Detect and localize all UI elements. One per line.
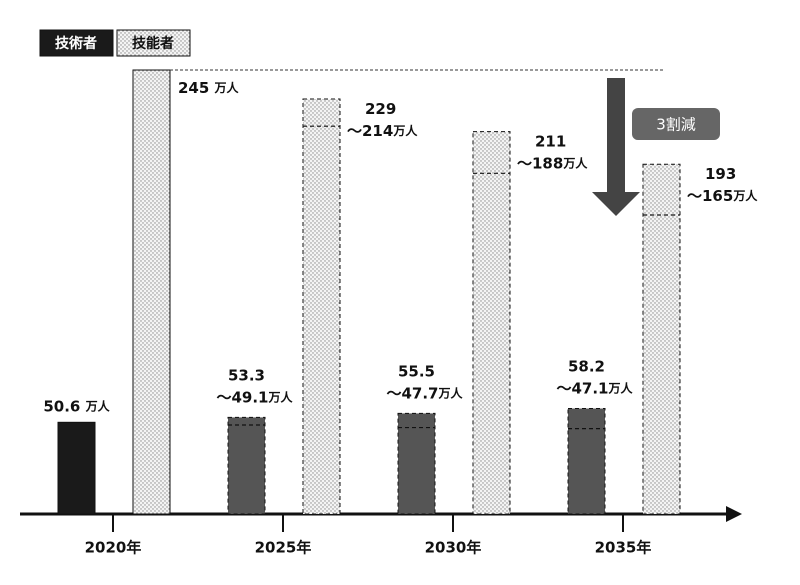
skilled-bar xyxy=(302,98,341,515)
low-value: ～165 xyxy=(687,187,733,205)
annotation-box xyxy=(632,108,720,140)
value-label: 53.3 xyxy=(228,366,265,384)
annotation: 3割減 xyxy=(656,116,696,134)
x-tick-label: 2035年 xyxy=(595,539,652,557)
unit: 万人 xyxy=(732,188,758,203)
low-value-label: ～49.1万人 xyxy=(216,388,293,406)
unit: 万人 xyxy=(608,380,634,395)
x-tick-label: 2025年 xyxy=(255,539,312,557)
value-label: 211 xyxy=(535,132,566,150)
technician-bar xyxy=(567,408,606,515)
low-value-label: ～47.1万人 xyxy=(556,379,633,397)
value: 58.2 xyxy=(568,357,605,375)
value: 55.5 xyxy=(398,362,435,380)
value: 53.3 xyxy=(228,366,265,384)
x-tick-label: 2020年 xyxy=(85,539,142,557)
value: 50.6 xyxy=(43,397,80,415)
legend-swatch xyxy=(116,29,191,57)
low-value-label: ～47.7万人 xyxy=(386,384,463,402)
low-value: ～188 xyxy=(517,154,563,172)
value-label: 55.5 xyxy=(398,362,435,380)
x-tick-label: 2030年 xyxy=(425,539,482,557)
legend-label: 技能者 xyxy=(132,35,174,52)
legend-swatch xyxy=(39,29,114,57)
value: 245 xyxy=(178,79,209,97)
unit: 万人 xyxy=(392,122,418,137)
value: 193 xyxy=(705,165,736,183)
value-label: 229 xyxy=(365,99,396,117)
axis-arrow xyxy=(726,506,742,522)
unit: 万人 xyxy=(438,385,464,400)
unit: 万人 xyxy=(268,389,294,404)
value-label: 193 xyxy=(705,165,736,183)
technician-bar xyxy=(397,412,436,515)
skilled-bar xyxy=(472,131,511,515)
technician-bar xyxy=(57,421,96,515)
unit: 万人 xyxy=(214,80,240,95)
low-value: ～47.7 xyxy=(386,384,438,402)
value: 229 xyxy=(365,99,396,117)
low-value-label: ～165万人 xyxy=(687,187,758,205)
low-value: ～47.1 xyxy=(556,379,608,397)
value-label: 58.2 xyxy=(568,357,605,375)
value: 211 xyxy=(535,132,566,150)
value-label: 50.6 万人 xyxy=(43,397,110,415)
unit: 万人 xyxy=(85,398,111,413)
value-label: 245 万人 xyxy=(178,79,240,97)
unit: 万人 xyxy=(562,155,588,170)
skilled-bar xyxy=(132,69,171,515)
technician-bar xyxy=(227,416,266,515)
low-value-label: ～188万人 xyxy=(517,154,588,172)
low-value-label: ～214万人 xyxy=(347,121,418,139)
low-value: ～214 xyxy=(347,121,393,139)
low-value: ～49.1 xyxy=(216,388,268,406)
skilled-bar xyxy=(642,163,681,515)
legend-label: 技術者 xyxy=(55,35,97,52)
reduction-arrow xyxy=(592,78,640,216)
